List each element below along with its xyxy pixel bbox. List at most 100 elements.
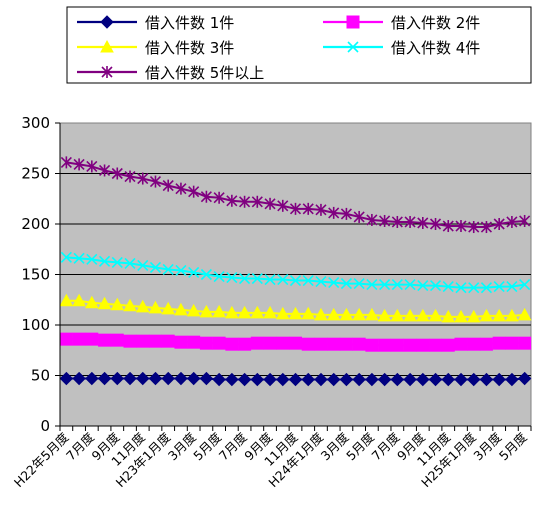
data-point	[506, 215, 518, 228]
data-point	[264, 273, 276, 286]
data-point	[225, 372, 239, 387]
data-point	[326, 307, 341, 321]
data-point	[148, 371, 163, 386]
data-point	[263, 305, 277, 319]
data-point	[188, 185, 200, 198]
data-point	[390, 372, 405, 387]
y-tick-label: 250	[21, 165, 50, 183]
legend-label: 借入件数 1件	[145, 14, 234, 32]
data-point	[468, 221, 480, 234]
data-point	[225, 305, 239, 319]
legend-item: 借入件数 5件以上	[77, 64, 264, 82]
data-point	[226, 194, 238, 207]
data-point	[429, 218, 442, 230]
data-point	[442, 281, 454, 293]
data-point	[417, 280, 429, 292]
data-point	[493, 281, 505, 293]
y-tick-label: 200	[21, 215, 50, 233]
data-point	[339, 337, 353, 351]
data-point	[391, 279, 403, 291]
data-point	[123, 371, 137, 386]
y-tick-label: 150	[21, 266, 50, 284]
data-point	[98, 255, 111, 267]
data-point	[251, 272, 263, 285]
data-point	[251, 195, 263, 208]
data-point	[72, 371, 86, 386]
x-axis: H22年5月度7月度9月度11月度H23年1月度3月度5月度7月度9月度11月度…	[11, 426, 532, 490]
data-point	[186, 371, 201, 386]
data-point	[315, 203, 327, 216]
plot-area	[59, 122, 532, 427]
data-point	[314, 307, 328, 321]
data-point	[390, 308, 405, 322]
data-point	[493, 218, 505, 230]
x-tick-label: 3月度	[165, 429, 199, 463]
data-point	[517, 307, 532, 321]
data-point	[403, 308, 417, 322]
data-point	[161, 301, 176, 315]
legend-box	[66, 6, 532, 84]
data-point	[137, 259, 149, 271]
data-point	[237, 372, 252, 387]
data-point	[85, 371, 99, 386]
data-point	[162, 179, 174, 192]
legend-label: 借入件数 2件	[391, 14, 480, 32]
data-point	[353, 210, 365, 223]
x-tick-label: 7月度	[63, 429, 97, 463]
data-point	[59, 371, 74, 386]
data-point	[124, 257, 136, 269]
data-point	[289, 336, 302, 350]
data-point	[339, 372, 354, 387]
data-point	[339, 307, 354, 321]
data-point	[111, 256, 123, 268]
data-point	[148, 300, 163, 314]
data-point	[390, 338, 404, 352]
data-point	[199, 371, 214, 386]
data-point	[289, 274, 302, 287]
data-point	[199, 336, 213, 350]
data-point	[328, 206, 340, 219]
x-tick-label: 5月度	[496, 429, 530, 463]
legend-item: 借入件数 4件	[323, 39, 480, 57]
data-point	[505, 308, 519, 322]
data-point	[428, 308, 443, 322]
data-point	[365, 372, 379, 387]
x-tick-label: 5月度	[190, 429, 224, 463]
data-point	[123, 298, 137, 312]
data-point	[250, 372, 265, 387]
data-point	[365, 307, 379, 321]
data-point	[454, 309, 468, 323]
data-point	[212, 336, 226, 350]
data-point	[340, 278, 352, 290]
data-point	[123, 334, 137, 348]
data-point	[188, 266, 200, 279]
data-point	[391, 215, 403, 228]
data-point	[174, 371, 188, 386]
data-point	[200, 268, 212, 281]
data-point	[340, 207, 352, 220]
data-point	[213, 270, 225, 283]
y-tick-label: 300	[21, 114, 50, 132]
data-point	[302, 202, 314, 215]
y-axis: 0 50 100 150 200 250 300	[21, 114, 60, 435]
data-point	[455, 220, 467, 233]
y-tick-label: 100	[21, 316, 50, 334]
data-point	[161, 334, 175, 348]
data-point	[328, 277, 340, 289]
data-point	[467, 337, 481, 351]
data-point	[277, 199, 289, 212]
series-2	[59, 332, 532, 352]
x-tick-label: 3月度	[470, 429, 504, 463]
data-point	[110, 371, 124, 386]
data-point	[264, 197, 276, 210]
legend-item: 借入件数 3件	[77, 39, 234, 57]
data-point	[466, 309, 481, 323]
data-point	[250, 305, 265, 319]
data-point	[277, 273, 289, 286]
data-point	[417, 216, 429, 229]
data-point	[429, 280, 442, 292]
data-point	[98, 164, 111, 177]
data-point	[365, 338, 379, 352]
data-point	[416, 372, 430, 387]
data-point	[200, 190, 212, 203]
